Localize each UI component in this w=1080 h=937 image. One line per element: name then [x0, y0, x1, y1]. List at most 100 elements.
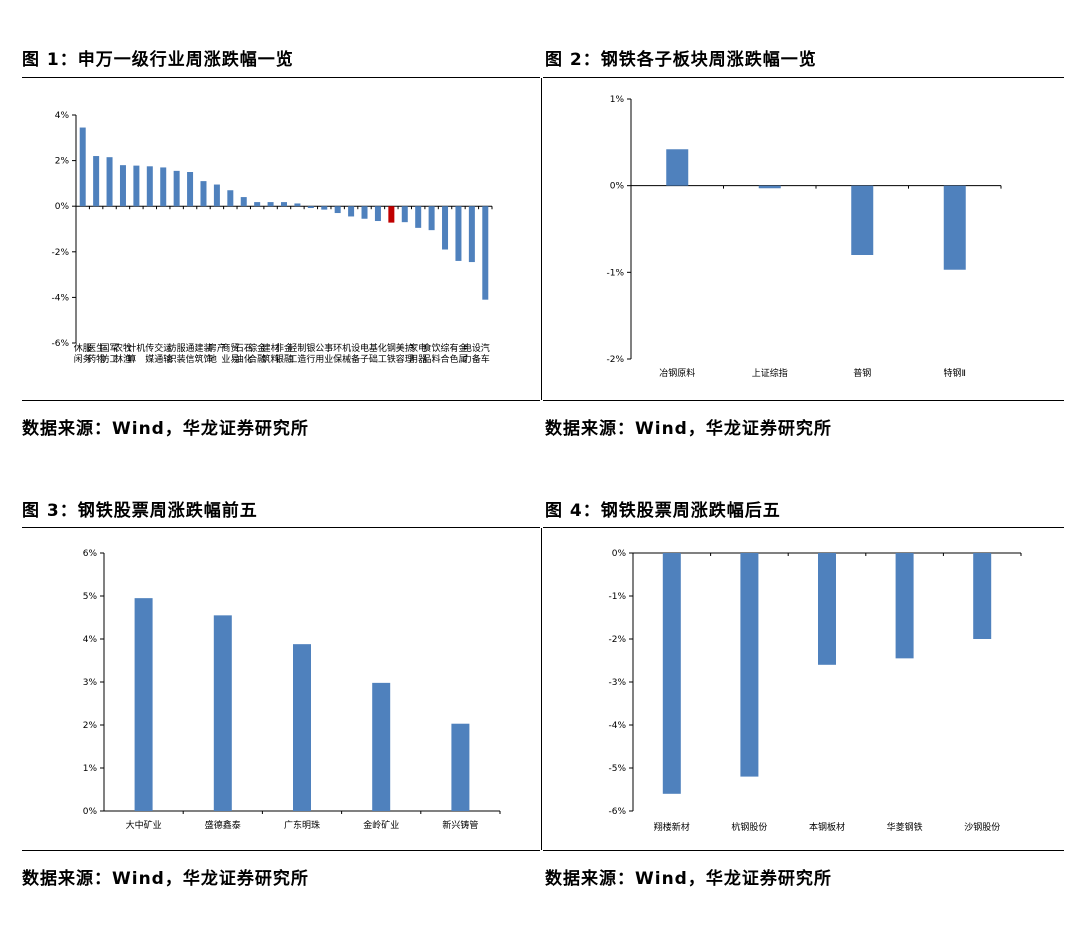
fig1-bar — [334, 206, 341, 214]
fig1-x-label-char: 综 — [441, 342, 450, 354]
fig3-x-label: 大中矿业 — [126, 819, 162, 831]
fig1-x-label-char: 环 — [333, 343, 342, 354]
fig1-x-label-char: 交 — [154, 342, 163, 354]
fig1-x-label-char: 铁 — [387, 353, 396, 365]
fig4-y-tick-label: -3% — [608, 678, 626, 688]
fig3-y-tick-label: 2% — [83, 721, 98, 731]
fig4-bar — [740, 553, 759, 777]
fig3-y-tick-label: 6% — [83, 549, 98, 559]
fig1-x-label-char: 车 — [481, 353, 490, 365]
fig1-x-label-char: 银 — [275, 353, 284, 365]
fig1-x-label-char: 筑 — [262, 353, 271, 365]
fig1-x-label-char: 装 — [203, 342, 212, 354]
fig1-x-label-char: 护 — [405, 342, 414, 354]
fig3-chart: 6% 5% 4% 3% 2% 1% 0% 大中矿业 盛德鑫泰 广东明珠 金岭矿业 新兴铸管 — [83, 549, 501, 831]
fig1-x-label-char: 融 — [257, 354, 266, 365]
fig1-x-label-char: 信 — [186, 353, 195, 365]
fig1-x-label-char: 电 — [418, 342, 427, 354]
fig1-x-label-char: 易 — [230, 354, 239, 365]
fig3-y-tick-label: 5% — [83, 592, 98, 602]
fig1-bar — [119, 165, 126, 207]
fig1-x-label-char: 械 — [342, 353, 351, 365]
fig4-x-label: 沙钢股份 — [964, 821, 1000, 833]
fig2-bar — [666, 149, 689, 186]
fig4-source: 数据来源：Wind，华龙证券研究所 — [545, 869, 832, 889]
fig4-bar — [662, 553, 681, 794]
fig3-y-tick-label: 4% — [83, 635, 98, 645]
fig1-x-label-char: 备 — [351, 353, 360, 365]
fig1-x-label-char: 饰 — [203, 353, 212, 365]
fig1-x-label-char: 电 — [463, 342, 472, 354]
fig4-x-label: 杭钢股份 — [731, 821, 767, 833]
fig1-x-label-char: 设 — [351, 343, 360, 354]
fig1-bar — [468, 206, 475, 263]
fig1-x-label: 综合 — [441, 342, 450, 365]
fig1-x-label-char: 合 — [248, 353, 257, 365]
fig1-x-label-char: 化 — [378, 342, 387, 354]
fig1-x-label-char: 算 — [127, 353, 136, 365]
bottom-divider — [541, 528, 542, 850]
fig1-x-label-char: 务 — [83, 353, 92, 365]
fig4-y-tick-label: 0% — [612, 549, 627, 559]
fig1-x-label-char: 轻 — [288, 342, 297, 354]
fig4-bar — [895, 553, 914, 659]
fig1-x-label: 汽车 — [481, 342, 490, 365]
fig1-x-label-char: 输 — [163, 353, 172, 365]
fig1-bar — [321, 206, 328, 210]
fig1-bar — [106, 157, 113, 207]
fig2-y-tick-label: 1% — [610, 95, 625, 105]
fig1-x-label-char: 保 — [333, 353, 342, 365]
fig1-x-label-char: 军 — [110, 343, 119, 354]
fig1-x-label-char: 合 — [441, 353, 450, 365]
fig3-source: 数据来源：Wind，华龙证券研究所 — [22, 869, 309, 889]
fig2-x-label: 特钢Ⅱ — [944, 367, 966, 379]
fig3-x-label: 盛德鑫泰 — [205, 819, 241, 831]
fig1-x-label-char: 家 — [409, 342, 418, 354]
fig3-y-tick-label: 0% — [83, 807, 98, 817]
fig1-x-label-char: 农 — [114, 342, 123, 354]
fig1-x-label-char: 食 — [423, 342, 432, 354]
fig1-source: 数据来源：Wind，华龙证券研究所 — [22, 419, 309, 439]
fig1-x-label-char: 美 — [396, 342, 405, 354]
fig1-bar — [133, 165, 140, 207]
fig2-x-label: 普钢 — [853, 367, 871, 379]
fig1-x-label-char: 机 — [136, 342, 145, 354]
fig1-x-label: 计算机 — [127, 342, 145, 365]
fig2-x-label: 冶钢原料 — [659, 367, 695, 379]
fig1-x-label-char: 汽 — [481, 342, 490, 354]
fig1-x-label: 房地产 — [208, 342, 226, 365]
fig1-x-label-char: 建 — [194, 342, 203, 354]
fig1-x-label-char: 休 — [74, 342, 83, 354]
fig1-bar — [146, 166, 153, 207]
fig1-y-tick-label: -6% — [51, 339, 69, 349]
fig1-x-label-char: 料 — [271, 353, 280, 365]
fig1-x-label-char: 用 — [409, 354, 418, 365]
fig4-x-label: 华菱钢铁 — [887, 821, 923, 833]
fig1-bar — [187, 172, 194, 207]
fig1-bar — [200, 181, 207, 207]
fig1-bar — [361, 206, 368, 219]
fig3-x-label: 广东明珠 — [284, 819, 320, 831]
fig4-bar — [818, 553, 836, 665]
fig1-x-label-char: 金 — [458, 342, 467, 354]
fig1-x-label-char: 石 — [244, 344, 253, 354]
fig1-x-label-char: 备 — [472, 353, 481, 365]
fig3-x-label: 金岭矿业 — [363, 819, 399, 831]
fig1-bar — [401, 206, 408, 223]
fig3-bar — [451, 723, 470, 811]
fig1-x-label-char: 力 — [463, 353, 472, 365]
fig1-x-label-char: 产 — [217, 342, 226, 354]
